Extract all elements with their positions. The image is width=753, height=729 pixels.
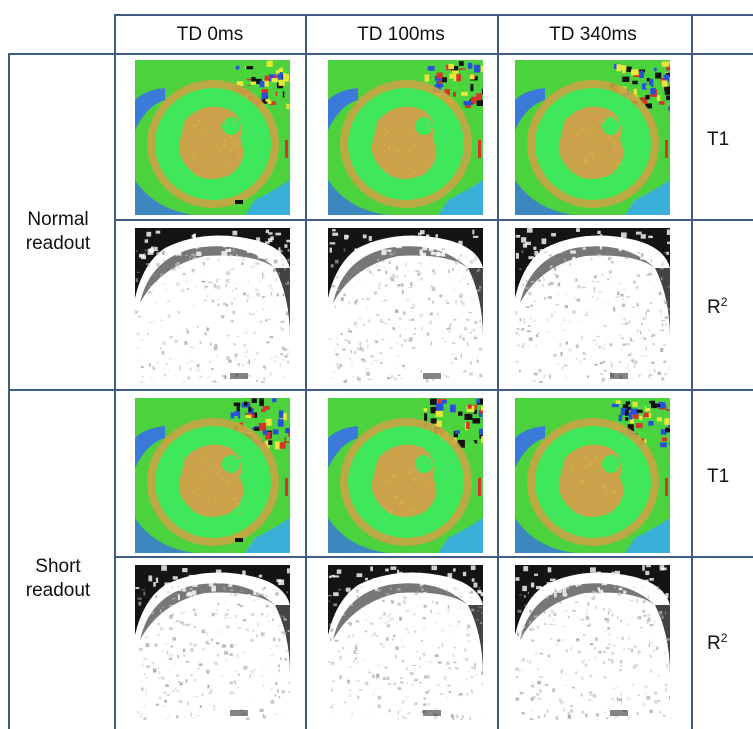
grid-line-header-bottom xyxy=(8,53,753,55)
t1-map-image xyxy=(515,398,670,553)
metric-label-r2-short: R2 xyxy=(707,631,728,654)
r2-map-image xyxy=(135,565,290,720)
grid-line-row-divider-2 xyxy=(114,556,753,558)
column-header-td-0ms: TD 0ms xyxy=(176,24,244,45)
r2-map-image xyxy=(515,565,670,720)
t1-map-graphic xyxy=(328,398,483,553)
r2-map-graphic xyxy=(328,565,483,720)
grid-line-col-3 xyxy=(497,14,499,729)
t1-map-image xyxy=(328,398,483,553)
grid-line-top xyxy=(114,14,753,16)
grid-line-col-1 xyxy=(114,14,116,729)
group-label-short-readout: Short readout xyxy=(25,556,91,601)
r2-map-image xyxy=(328,228,483,383)
r2-map-graphic xyxy=(135,565,290,720)
r2-map-image xyxy=(135,228,290,383)
t1-map-graphic xyxy=(515,60,670,215)
t1-map-image xyxy=(135,60,290,215)
t1-map-image xyxy=(328,60,483,215)
r2-map-graphic xyxy=(515,565,670,720)
column-header-td-340ms: TD 340ms xyxy=(549,24,637,45)
t1-map-graphic xyxy=(515,398,670,553)
r2-map-image xyxy=(328,565,483,720)
grid-line-col-2 xyxy=(305,14,307,729)
grid-line-group-divider xyxy=(8,389,753,391)
metric-label-r2-normal: R2 xyxy=(707,295,728,318)
column-header-td-100ms: TD 100ms xyxy=(357,24,445,45)
grid-line-row-divider-1 xyxy=(114,219,753,221)
t1-map-graphic xyxy=(328,60,483,215)
t1-map-image xyxy=(135,398,290,553)
grid-line-col-4 xyxy=(691,14,693,729)
t1-map-image xyxy=(515,60,670,215)
r2-map-image xyxy=(515,228,670,383)
metric-label-t1-normal: T1 xyxy=(707,129,730,150)
r2-map-graphic xyxy=(135,228,290,383)
t1-map-graphic xyxy=(135,398,290,553)
r2-map-graphic xyxy=(515,228,670,383)
metric-label-t1-short: T1 xyxy=(707,466,730,487)
group-label-normal-readout: Normal readout xyxy=(25,209,91,254)
t1-map-graphic xyxy=(135,60,290,215)
r2-map-graphic xyxy=(328,228,483,383)
grid-line-left xyxy=(8,53,10,729)
